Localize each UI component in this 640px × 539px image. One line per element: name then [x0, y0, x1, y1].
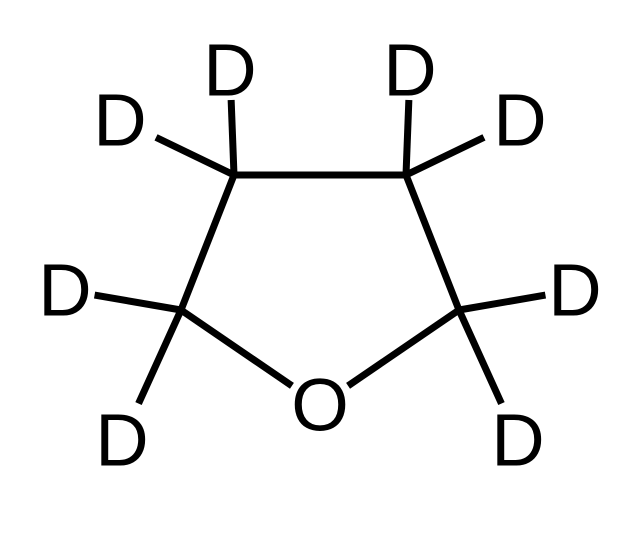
atom-label-D5: D [38, 249, 91, 332]
bond-C4-D6 [459, 295, 545, 310]
atom-label-D4: D [493, 79, 546, 162]
atom-label-D1: D [203, 29, 256, 112]
bond-C1-D5 [95, 295, 181, 310]
bond-C1-D7 [139, 310, 181, 404]
atom-label-O: O [291, 364, 349, 447]
atom-label-D6: D [548, 249, 601, 332]
bond-O-C4 [348, 310, 459, 386]
atom-label-D3: D [93, 79, 146, 162]
bond-C3-D4 [406, 137, 484, 175]
bond-C2-D3 [156, 137, 234, 175]
bond-C3-C4 [406, 175, 459, 310]
atom-label-D7: D [95, 399, 148, 482]
bond-O-C1 [181, 310, 292, 386]
atom-label-D8: D [491, 399, 544, 482]
bond-C4-D8 [459, 310, 501, 404]
molecule-diagram: ODDDDDDDD [0, 0, 640, 539]
atom-label-D2: D [383, 29, 436, 112]
bond-C1-C2 [181, 175, 234, 310]
